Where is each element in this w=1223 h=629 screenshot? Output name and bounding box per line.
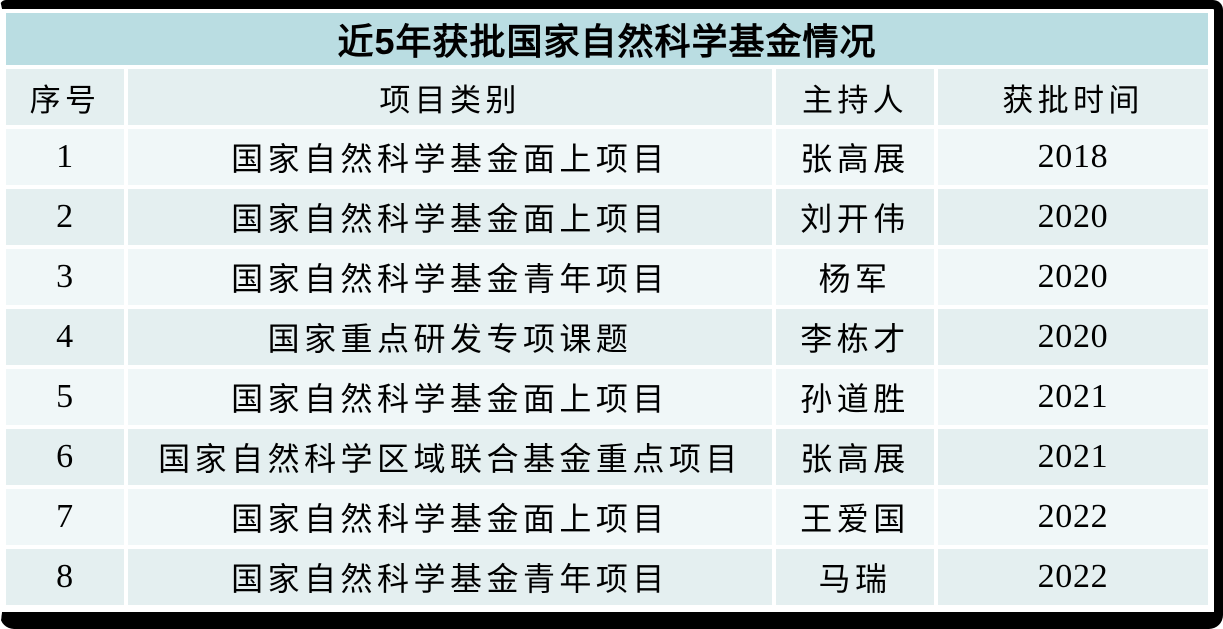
- year-cell: 2018: [938, 129, 1208, 185]
- grants-table: 序号 项目类别 主持人 获批时间 1 国家自然科学基金面上项目 张高展 2018…: [6, 69, 1208, 605]
- year-cell: 2021: [938, 429, 1208, 485]
- category-cell: 国家自然科学基金面上项目: [128, 189, 772, 245]
- row-index-cell: 7: [6, 489, 124, 545]
- category-cell: 国家重点研发专项课题: [128, 309, 772, 365]
- row-index-cell: 2: [6, 189, 124, 245]
- column-header-no: 序号: [6, 69, 124, 125]
- year-cell: 2022: [938, 489, 1208, 545]
- pi-cell: 张高展: [776, 429, 934, 485]
- pi-cell: 孙道胜: [776, 369, 934, 425]
- category-cell: 国家自然科学基金青年项目: [128, 249, 772, 305]
- pi-cell: 张高展: [776, 129, 934, 185]
- pi-cell: 马瑞: [776, 549, 934, 605]
- column-header-category: 项目类别: [128, 69, 772, 125]
- category-cell: 国家自然科学基金面上项目: [128, 489, 772, 545]
- column-header-pi: 主持人: [776, 69, 934, 125]
- table-title: 近5年获批国家自然科学基金情况: [6, 13, 1208, 65]
- category-cell: 国家自然科学基金青年项目: [128, 549, 772, 605]
- row-index-cell: 4: [6, 309, 124, 365]
- pi-cell: 杨军: [776, 249, 934, 305]
- row-index-cell: 1: [6, 129, 124, 185]
- year-cell: 2020: [938, 249, 1208, 305]
- category-cell: 国家自然科学基金面上项目: [128, 129, 772, 185]
- category-cell: 国家自然科学区域联合基金重点项目: [128, 429, 772, 485]
- year-cell: 2022: [938, 549, 1208, 605]
- row-index-cell: 5: [6, 369, 124, 425]
- pi-cell: 李栋才: [776, 309, 934, 365]
- year-cell: 2020: [938, 309, 1208, 365]
- row-index-cell: 6: [6, 429, 124, 485]
- row-index-cell: 8: [6, 549, 124, 605]
- year-cell: 2021: [938, 369, 1208, 425]
- row-index-cell: 3: [6, 249, 124, 305]
- column-header-year: 获批时间: [938, 69, 1208, 125]
- year-cell: 2020: [938, 189, 1208, 245]
- category-cell: 国家自然科学基金面上项目: [128, 369, 772, 425]
- pi-cell: 王爱国: [776, 489, 934, 545]
- pi-cell: 刘开伟: [776, 189, 934, 245]
